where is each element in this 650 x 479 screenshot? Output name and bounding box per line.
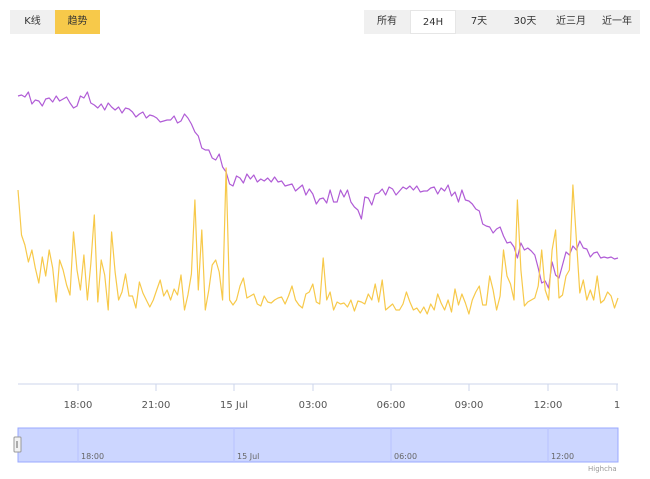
view-toggle: K线 趋势 — [10, 10, 100, 34]
volume-series-line — [17, 167, 619, 315]
kline-view-button[interactable]: K线 — [10, 10, 55, 34]
x-tick-label: 1 — [614, 400, 620, 411]
x-tick-label: 09:00 — [455, 400, 484, 411]
x-tick-label: 12:00 — [534, 400, 563, 411]
navigator-label: 12:00 — [551, 452, 574, 461]
range-30d-button[interactable]: 30天 — [502, 10, 548, 34]
x-tick-label: 21:00 — [142, 400, 171, 411]
range-selector: 所有 24H 7天 30天 近三月 近一年 — [364, 10, 640, 34]
range-24h-button[interactable]: 24H — [410, 10, 456, 34]
navigator[interactable]: 18:00 15 Jul 06:00 12:00 — [13, 427, 619, 463]
navigator-label: 15 Jul — [237, 452, 259, 461]
navigator-label: 06:00 — [394, 452, 417, 461]
range-3m-button[interactable]: 近三月 — [548, 10, 594, 34]
x-tick-label: 15 Jul — [220, 400, 248, 411]
range-7d-button[interactable]: 7天 — [456, 10, 502, 34]
x-axis: 18:00 21:00 15 Jul 03:00 06:00 09:00 12:00 1 — [64, 384, 620, 411]
price-series-line — [17, 91, 619, 289]
x-tick-label: 03:00 — [299, 400, 328, 411]
range-all-button[interactable]: 所有 — [364, 10, 410, 34]
range-1y-button[interactable]: 近一年 — [594, 10, 640, 34]
navigator-label: 18:00 — [81, 452, 104, 461]
navigator-range[interactable] — [17, 427, 619, 463]
highcharts-credit[interactable]: Highcha — [588, 465, 617, 473]
x-tick-label: 18:00 — [64, 400, 93, 411]
trend-view-button[interactable]: 趋势 — [55, 10, 100, 34]
plot-area — [17, 91, 619, 315]
x-tick-label: 06:00 — [377, 400, 406, 411]
